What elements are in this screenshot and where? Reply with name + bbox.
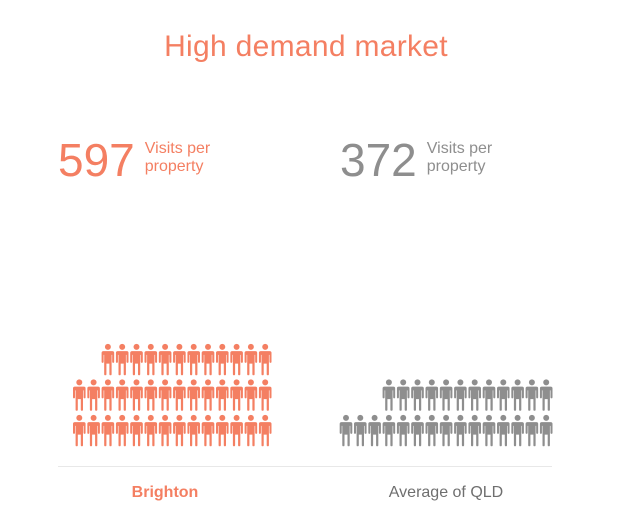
brighton-person-icon	[258, 414, 272, 447]
brighton-person-icon	[130, 343, 143, 376]
brighton-person-icon	[144, 414, 158, 447]
qld-person-icon	[439, 414, 453, 447]
brighton-person-icon	[201, 379, 215, 411]
brighton-person-icon	[187, 379, 201, 411]
qld-person-icon	[525, 414, 539, 447]
brighton-person-icon	[158, 414, 172, 447]
brighton-person-icon	[158, 343, 172, 376]
brighton-person-icon	[144, 379, 158, 411]
brighton-person-icon	[130, 379, 143, 411]
qld-person-icon	[411, 414, 424, 447]
brighton-person-icon	[215, 343, 229, 376]
qld-person-icon	[382, 414, 396, 447]
brighton-person-icon	[230, 343, 243, 376]
brighton-person-icon	[187, 414, 201, 447]
qld-visits-value: 372	[340, 134, 417, 186]
brighton-person-icon	[101, 379, 115, 411]
qld-person-icon	[511, 414, 524, 447]
qld-person-icon	[511, 379, 524, 411]
brighton-person-icon	[158, 379, 172, 411]
brighton-person-icon	[215, 379, 229, 411]
qld-person-icon	[339, 414, 353, 447]
brighton-person-icon	[72, 414, 86, 447]
qld-person-icon	[496, 414, 510, 447]
qld-person-icon	[468, 379, 482, 411]
brighton-person-icon	[244, 343, 258, 376]
brighton-person-icon	[230, 414, 243, 447]
section-title: High demand market	[164, 30, 448, 63]
brighton-person-icon	[258, 343, 272, 376]
qld-person-icon	[468, 414, 482, 447]
qld-label-line1: Visits per	[426, 140, 493, 157]
brighton-person-icon	[201, 414, 215, 447]
brighton-label-line2: property	[144, 158, 204, 175]
brighton-person-icon	[173, 343, 186, 376]
qld-person-icon	[425, 414, 439, 447]
qld-person-icon	[368, 414, 381, 447]
brighton-person-icon	[201, 343, 215, 376]
brighton-person-icon	[115, 379, 129, 411]
qld-caption: Average of QLD	[388, 484, 504, 501]
brighton-person-icon	[115, 343, 129, 376]
qld-people-group	[339, 379, 553, 447]
brighton-person-icon	[244, 414, 258, 447]
qld-person-icon	[496, 379, 510, 411]
qld-person-icon	[539, 414, 553, 447]
qld-person-icon	[353, 414, 367, 447]
brighton-person-icon	[173, 379, 186, 411]
qld-person-icon	[382, 379, 396, 411]
qld-person-icon	[525, 379, 539, 411]
qld-person-icon	[482, 379, 496, 411]
qld-person-icon	[539, 379, 553, 411]
brighton-caption: Brighton	[131, 484, 199, 501]
qld-person-icon	[396, 414, 410, 447]
qld-label-line2: property	[426, 158, 486, 175]
brighton-stat: 597 Visits per property	[58, 136, 235, 184]
qld-person-icon	[454, 414, 467, 447]
baseline-divider	[58, 466, 552, 467]
brighton-person-icon	[215, 414, 229, 447]
qld-stat: 372 Visits per property	[340, 136, 517, 184]
brighton-person-icon	[101, 343, 115, 376]
qld-person-icon	[482, 414, 496, 447]
brighton-person-icon	[187, 343, 201, 376]
brighton-person-icon	[87, 379, 100, 411]
brighton-person-icon	[230, 379, 243, 411]
brighton-visits-label: Visits per property	[145, 140, 235, 176]
brighton-person-icon	[72, 379, 86, 411]
brighton-person-icon	[115, 414, 129, 447]
qld-person-icon	[439, 379, 453, 411]
qld-person-icon	[454, 379, 467, 411]
qld-visits-label: Visits per property	[427, 140, 517, 176]
brighton-label-line1: Visits per	[144, 140, 211, 157]
brighton-person-icon	[173, 414, 186, 447]
brighton-person-icon	[244, 379, 258, 411]
brighton-person-icon	[87, 414, 100, 447]
brighton-person-icon	[258, 379, 272, 411]
brighton-person-icon	[130, 414, 143, 447]
brighton-visits-value: 597	[58, 134, 135, 186]
qld-person-icon	[411, 379, 424, 411]
qld-person-icon	[425, 379, 439, 411]
brighton-person-icon	[144, 343, 158, 376]
brighton-person-icon	[101, 414, 115, 447]
brighton-people-group	[72, 343, 272, 447]
qld-person-icon	[396, 379, 410, 411]
